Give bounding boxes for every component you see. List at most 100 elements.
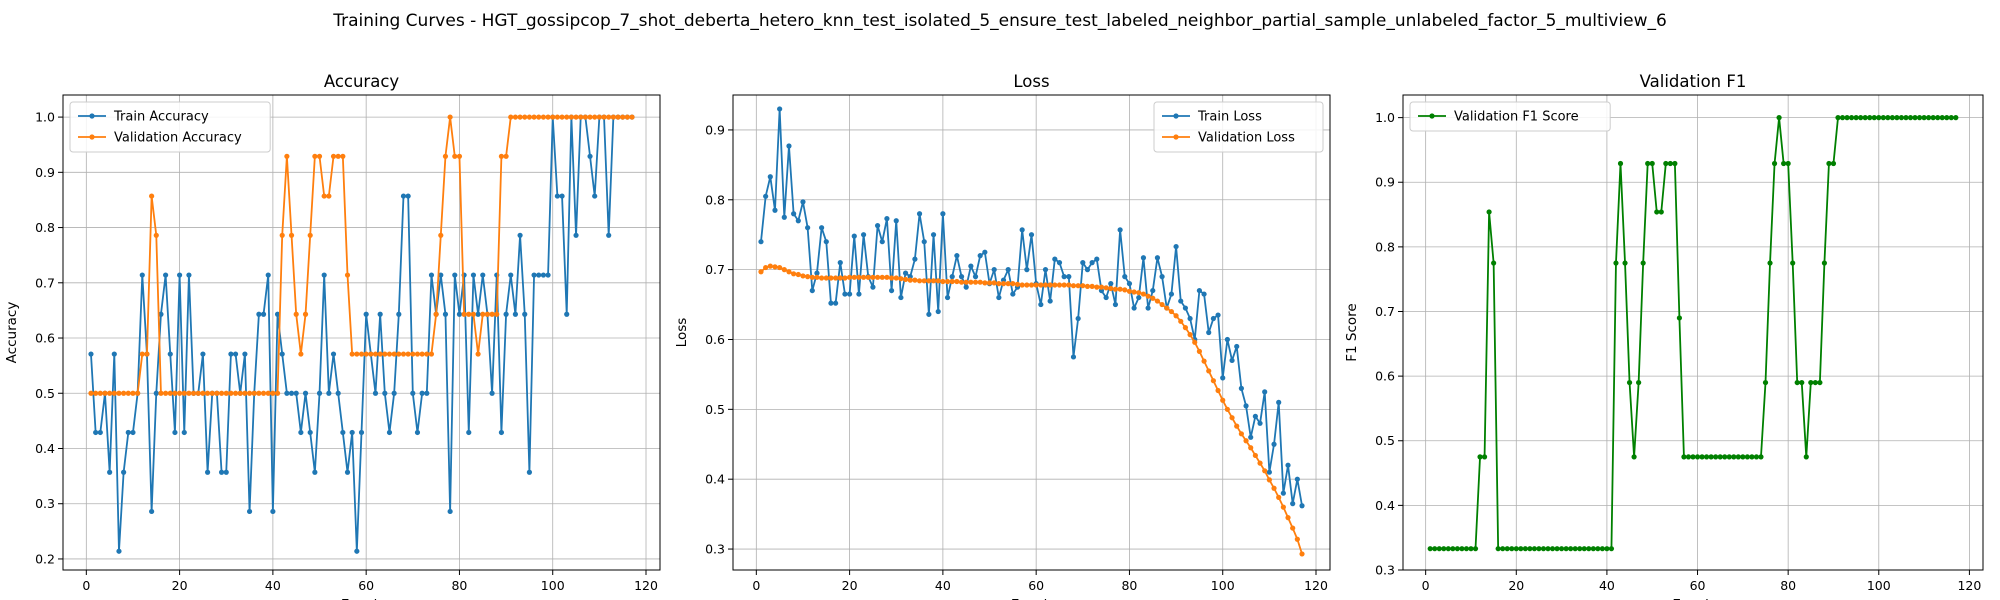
data-point bbox=[902, 270, 909, 276]
data-point bbox=[279, 351, 285, 357]
data-point bbox=[856, 274, 862, 280]
data-point bbox=[163, 272, 169, 278]
data-point bbox=[1262, 389, 1268, 395]
data-point bbox=[554, 193, 560, 199]
data-point bbox=[1215, 312, 1221, 318]
data-point bbox=[1504, 546, 1510, 552]
data-point bbox=[837, 260, 843, 266]
data-point bbox=[1066, 274, 1072, 280]
data-point bbox=[1785, 160, 1791, 167]
data-point bbox=[1224, 406, 1230, 412]
x-tick-label: 0 bbox=[752, 578, 760, 593]
data-point bbox=[391, 390, 397, 396]
data-point bbox=[898, 276, 904, 282]
data-point bbox=[958, 274, 965, 280]
data-point bbox=[1903, 115, 1909, 121]
data-point bbox=[949, 278, 955, 285]
y-tick-label: 0.8 bbox=[35, 220, 55, 235]
data-point bbox=[1005, 267, 1011, 273]
data-point bbox=[1463, 546, 1470, 552]
subplot-title: Loss bbox=[1013, 72, 1049, 91]
data-point bbox=[125, 390, 131, 396]
data-point bbox=[386, 429, 393, 436]
y-tick-label: 0.6 bbox=[1375, 369, 1395, 384]
data-point bbox=[209, 390, 215, 396]
data-point bbox=[763, 264, 769, 271]
data-point bbox=[1848, 115, 1855, 121]
data-point bbox=[1271, 485, 1277, 491]
data-point bbox=[777, 106, 783, 112]
data-point bbox=[531, 114, 537, 120]
data-point bbox=[582, 114, 588, 120]
data-point bbox=[786, 269, 792, 275]
data-point bbox=[349, 351, 355, 357]
data-point bbox=[1061, 282, 1067, 288]
data-point bbox=[1907, 115, 1914, 121]
data-point bbox=[1491, 260, 1497, 266]
data-point bbox=[1047, 298, 1053, 304]
data-point bbox=[1094, 284, 1100, 290]
data-point bbox=[1248, 445, 1254, 451]
data-point bbox=[1794, 379, 1800, 386]
subplot-title: Accuracy bbox=[324, 72, 400, 91]
data-point bbox=[149, 508, 155, 515]
data-point bbox=[1257, 420, 1263, 426]
data-point bbox=[428, 351, 435, 357]
x-tick-label: 20 bbox=[172, 578, 188, 593]
data-point bbox=[256, 390, 262, 396]
data-point bbox=[204, 469, 211, 475]
data-point bbox=[246, 390, 253, 396]
data-point bbox=[893, 275, 899, 281]
data-point bbox=[480, 311, 486, 317]
data-point bbox=[419, 390, 425, 396]
data-point bbox=[1014, 281, 1021, 287]
data-point bbox=[606, 114, 612, 120]
data-point bbox=[279, 232, 285, 238]
data-point bbox=[1953, 115, 1959, 121]
data-point bbox=[466, 429, 472, 436]
data-point bbox=[860, 232, 867, 238]
data-point bbox=[489, 311, 495, 317]
data-point bbox=[1509, 546, 1515, 552]
data-point bbox=[1280, 490, 1286, 496]
data-point bbox=[1052, 256, 1058, 262]
data-point bbox=[1038, 301, 1044, 308]
data-point bbox=[312, 153, 318, 159]
data-point bbox=[842, 275, 848, 281]
data-point bbox=[242, 351, 248, 357]
data-point bbox=[1178, 298, 1184, 304]
data-point bbox=[996, 294, 1002, 301]
data-point bbox=[930, 278, 937, 284]
data-point bbox=[1432, 546, 1438, 552]
data-point bbox=[1154, 298, 1161, 304]
data-point bbox=[316, 153, 323, 159]
data-point bbox=[1586, 546, 1592, 552]
data-point bbox=[1266, 477, 1272, 483]
data-point bbox=[1252, 452, 1258, 459]
data-point bbox=[1024, 282, 1030, 288]
data-point bbox=[1243, 438, 1249, 444]
data-point bbox=[1033, 282, 1039, 288]
data-point bbox=[218, 390, 225, 396]
data-point bbox=[1066, 282, 1072, 288]
data-point bbox=[526, 469, 533, 475]
data-point bbox=[1459, 546, 1465, 552]
data-point bbox=[1215, 387, 1221, 394]
data-point bbox=[1858, 115, 1864, 121]
data-point bbox=[396, 351, 402, 357]
data-point bbox=[1229, 357, 1235, 364]
data-point bbox=[926, 278, 932, 284]
data-point bbox=[1224, 336, 1230, 343]
data-point bbox=[461, 311, 467, 317]
data-point bbox=[1299, 503, 1305, 509]
data-point bbox=[1285, 462, 1291, 468]
data-point bbox=[1187, 315, 1193, 322]
data-point bbox=[767, 174, 773, 180]
data-point bbox=[232, 351, 239, 357]
data-point bbox=[1930, 115, 1936, 121]
data-point bbox=[1070, 283, 1077, 289]
data-point bbox=[93, 390, 99, 396]
data-point bbox=[629, 114, 635, 120]
